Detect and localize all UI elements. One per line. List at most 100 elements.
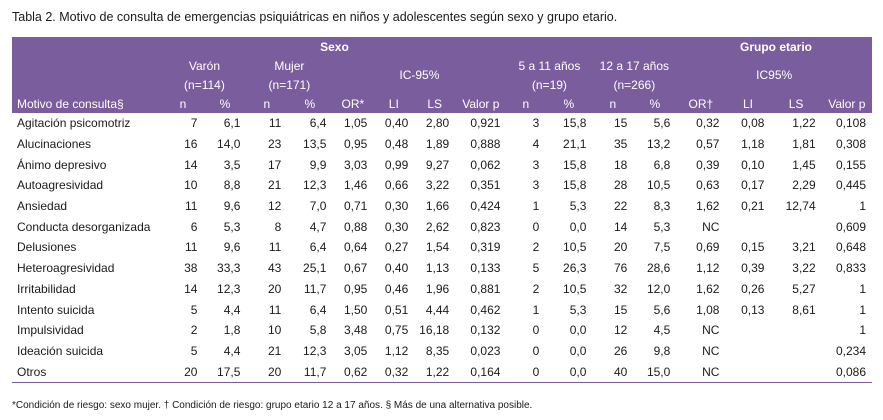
header-motivo: Motivo de consulta§ — [12, 94, 163, 113]
table-cell: 1,62 — [696, 199, 720, 214]
table-cell: 14 — [613, 219, 628, 234]
table-footnote: *Condición de riesgo: sexo mujer. † Cond… — [12, 400, 533, 411]
table-cell: 12,3 — [303, 343, 327, 358]
table-row: Agitación psicomotriz 7 6,1 11 6,4 1,05 0,40 2,… — [12, 113, 872, 134]
table-cell: 0,30 — [384, 219, 409, 234]
table-cell: 5,27 — [792, 281, 816, 296]
table-row: Heteroagresividad 38 33,3 43 25,1 0,67 0,40 1,1… — [12, 258, 872, 279]
table-cell: 4,4 — [223, 343, 241, 358]
table-cell: 43 — [267, 261, 282, 276]
table-cell — [770, 341, 821, 362]
row-label: Ansiedad — [17, 199, 68, 214]
table-cell: 22 — [613, 199, 628, 214]
table-cell: 0,234 — [835, 343, 866, 358]
table-row: Ideación suicida 5 4,4 21 12,3 3,05 1,12 8,35 0,… — [12, 341, 872, 362]
table-cell: 3 — [532, 116, 540, 131]
table-row: Autoagresividad 10 8,8 21 12,3 1,46 0,66 3,22 0,… — [12, 175, 872, 196]
table-cell: 20 — [162, 361, 204, 383]
table-cell: 12 — [613, 323, 628, 338]
table-cell: 1 — [859, 199, 866, 214]
table-cell: 25,1 — [303, 261, 327, 276]
table-cell: 0,08 — [741, 116, 765, 131]
table-cell: 28 — [613, 178, 628, 193]
table-cell: 26,3 — [563, 261, 587, 276]
table-cell: 0,308 — [835, 137, 866, 152]
table-cell: 21 — [267, 343, 282, 358]
table-cell: 1,8 — [223, 323, 241, 338]
row-label: Ideación suicida — [17, 343, 104, 358]
table-cell: 32 — [613, 281, 628, 296]
table-cell: 0,023 — [470, 343, 501, 358]
column-header: Valor p — [455, 94, 507, 113]
table-cell: 76 — [613, 261, 628, 276]
table-cell: 0,75 — [384, 323, 409, 338]
column-header: OR* — [332, 94, 374, 113]
table-cell: 0,108 — [835, 116, 866, 131]
table-cell: 0,823 — [470, 219, 501, 234]
header-edad-12-17-n: (n=266) — [592, 75, 677, 94]
table-cell: 11 — [268, 116, 282, 131]
table-cell: 3 — [532, 178, 540, 193]
table-row: Otros 20 17,5 20 11,7 0,62 0,32 1,22 0,164 0 0,0 40… — [12, 361, 872, 383]
row-label: Conducta desorganizada — [17, 219, 151, 234]
table-cell: NC — [702, 323, 720, 338]
table-cell: 3,22 — [792, 261, 816, 276]
table-cell: 3,05 — [343, 343, 368, 358]
table-cell: 8,3 — [653, 199, 671, 214]
table-cell: 9,9 — [309, 157, 327, 172]
table-cell: NC — [702, 219, 720, 234]
table-cell: 15,8 — [563, 157, 587, 172]
table-cell: 5 — [190, 343, 198, 358]
table-cell: 1,12 — [384, 343, 409, 358]
table-cell: 12,0 — [646, 281, 671, 296]
table-cell: 0,48 — [384, 137, 409, 152]
column-header: LI — [373, 94, 415, 113]
table-cell: 4,4 — [223, 302, 241, 317]
table-cell: 3,03 — [343, 157, 368, 172]
table-cell: 4 — [532, 137, 540, 152]
table-row: Impulsividad 2 1,8 10 5,8 3,48 0,75 16,18 0,132 0… — [12, 320, 872, 341]
table-cell: 0,40 — [384, 116, 409, 131]
column-header: % — [203, 94, 247, 113]
column-header: n — [506, 94, 546, 113]
table-cell: 12,3 — [217, 281, 241, 296]
table-cell: 33,3 — [217, 261, 241, 276]
column-header: LS — [414, 94, 456, 113]
table-cell: 2,62 — [425, 219, 450, 234]
table-cell: 7,0 — [309, 199, 327, 214]
table-cell: 1,62 — [696, 281, 720, 296]
table-cell: 0,0 — [569, 219, 587, 234]
column-header: n — [162, 94, 204, 113]
table-cell: 2,80 — [425, 116, 450, 131]
column-header: % — [633, 94, 677, 113]
header-grupo-etario: Grupo etario — [506, 37, 872, 56]
table-cell: 1,08 — [696, 302, 720, 317]
table-cell: 26 — [613, 343, 628, 358]
table-cell: 1,81 — [792, 137, 816, 152]
table-cell: 1 — [859, 281, 866, 296]
header-ic95-edad: IC95% — [676, 56, 872, 94]
table-row: Irritabilidad 14 12,3 20 11,7 0,95 0,46 1,96 0,8… — [12, 279, 872, 300]
table-cell: 0,881 — [470, 281, 501, 296]
table-cell: 23 — [267, 137, 282, 152]
table-cell: 16,18 — [419, 323, 450, 338]
header-sexo: Sexo — [162, 37, 507, 56]
table-cell: 1 — [532, 199, 540, 214]
table-cell: 11,7 — [303, 281, 327, 296]
table-cell: 21,1 — [563, 137, 587, 152]
table-cell: 1 — [859, 323, 866, 338]
table-cell: 0,648 — [835, 240, 866, 255]
table-cell: NC — [702, 343, 720, 358]
table-row: Conducta desorganizada 6 5,3 8 4,7 0,88 0,30 2,… — [12, 216, 872, 237]
header-edad-5-11: 5 a 11 años — [506, 56, 593, 75]
column-header: n — [592, 94, 634, 113]
table-cell — [725, 361, 771, 383]
table-row: Ánimo depresivo 14 3,5 17 9,9 3,03 0,99 9,27 0,0… — [12, 154, 872, 175]
row-label: Agitación psicomotriz — [17, 116, 131, 131]
table-cell — [725, 341, 770, 362]
table-cell: 2 — [532, 240, 540, 255]
table-cell: 0,609 — [835, 219, 866, 234]
table-cell: 1,05 — [343, 116, 368, 131]
table-cell: 11 — [184, 240, 198, 255]
table-row: Intento suicida 5 4,4 11 6,4 1,50 0,51 4,44 0,46… — [12, 299, 872, 320]
